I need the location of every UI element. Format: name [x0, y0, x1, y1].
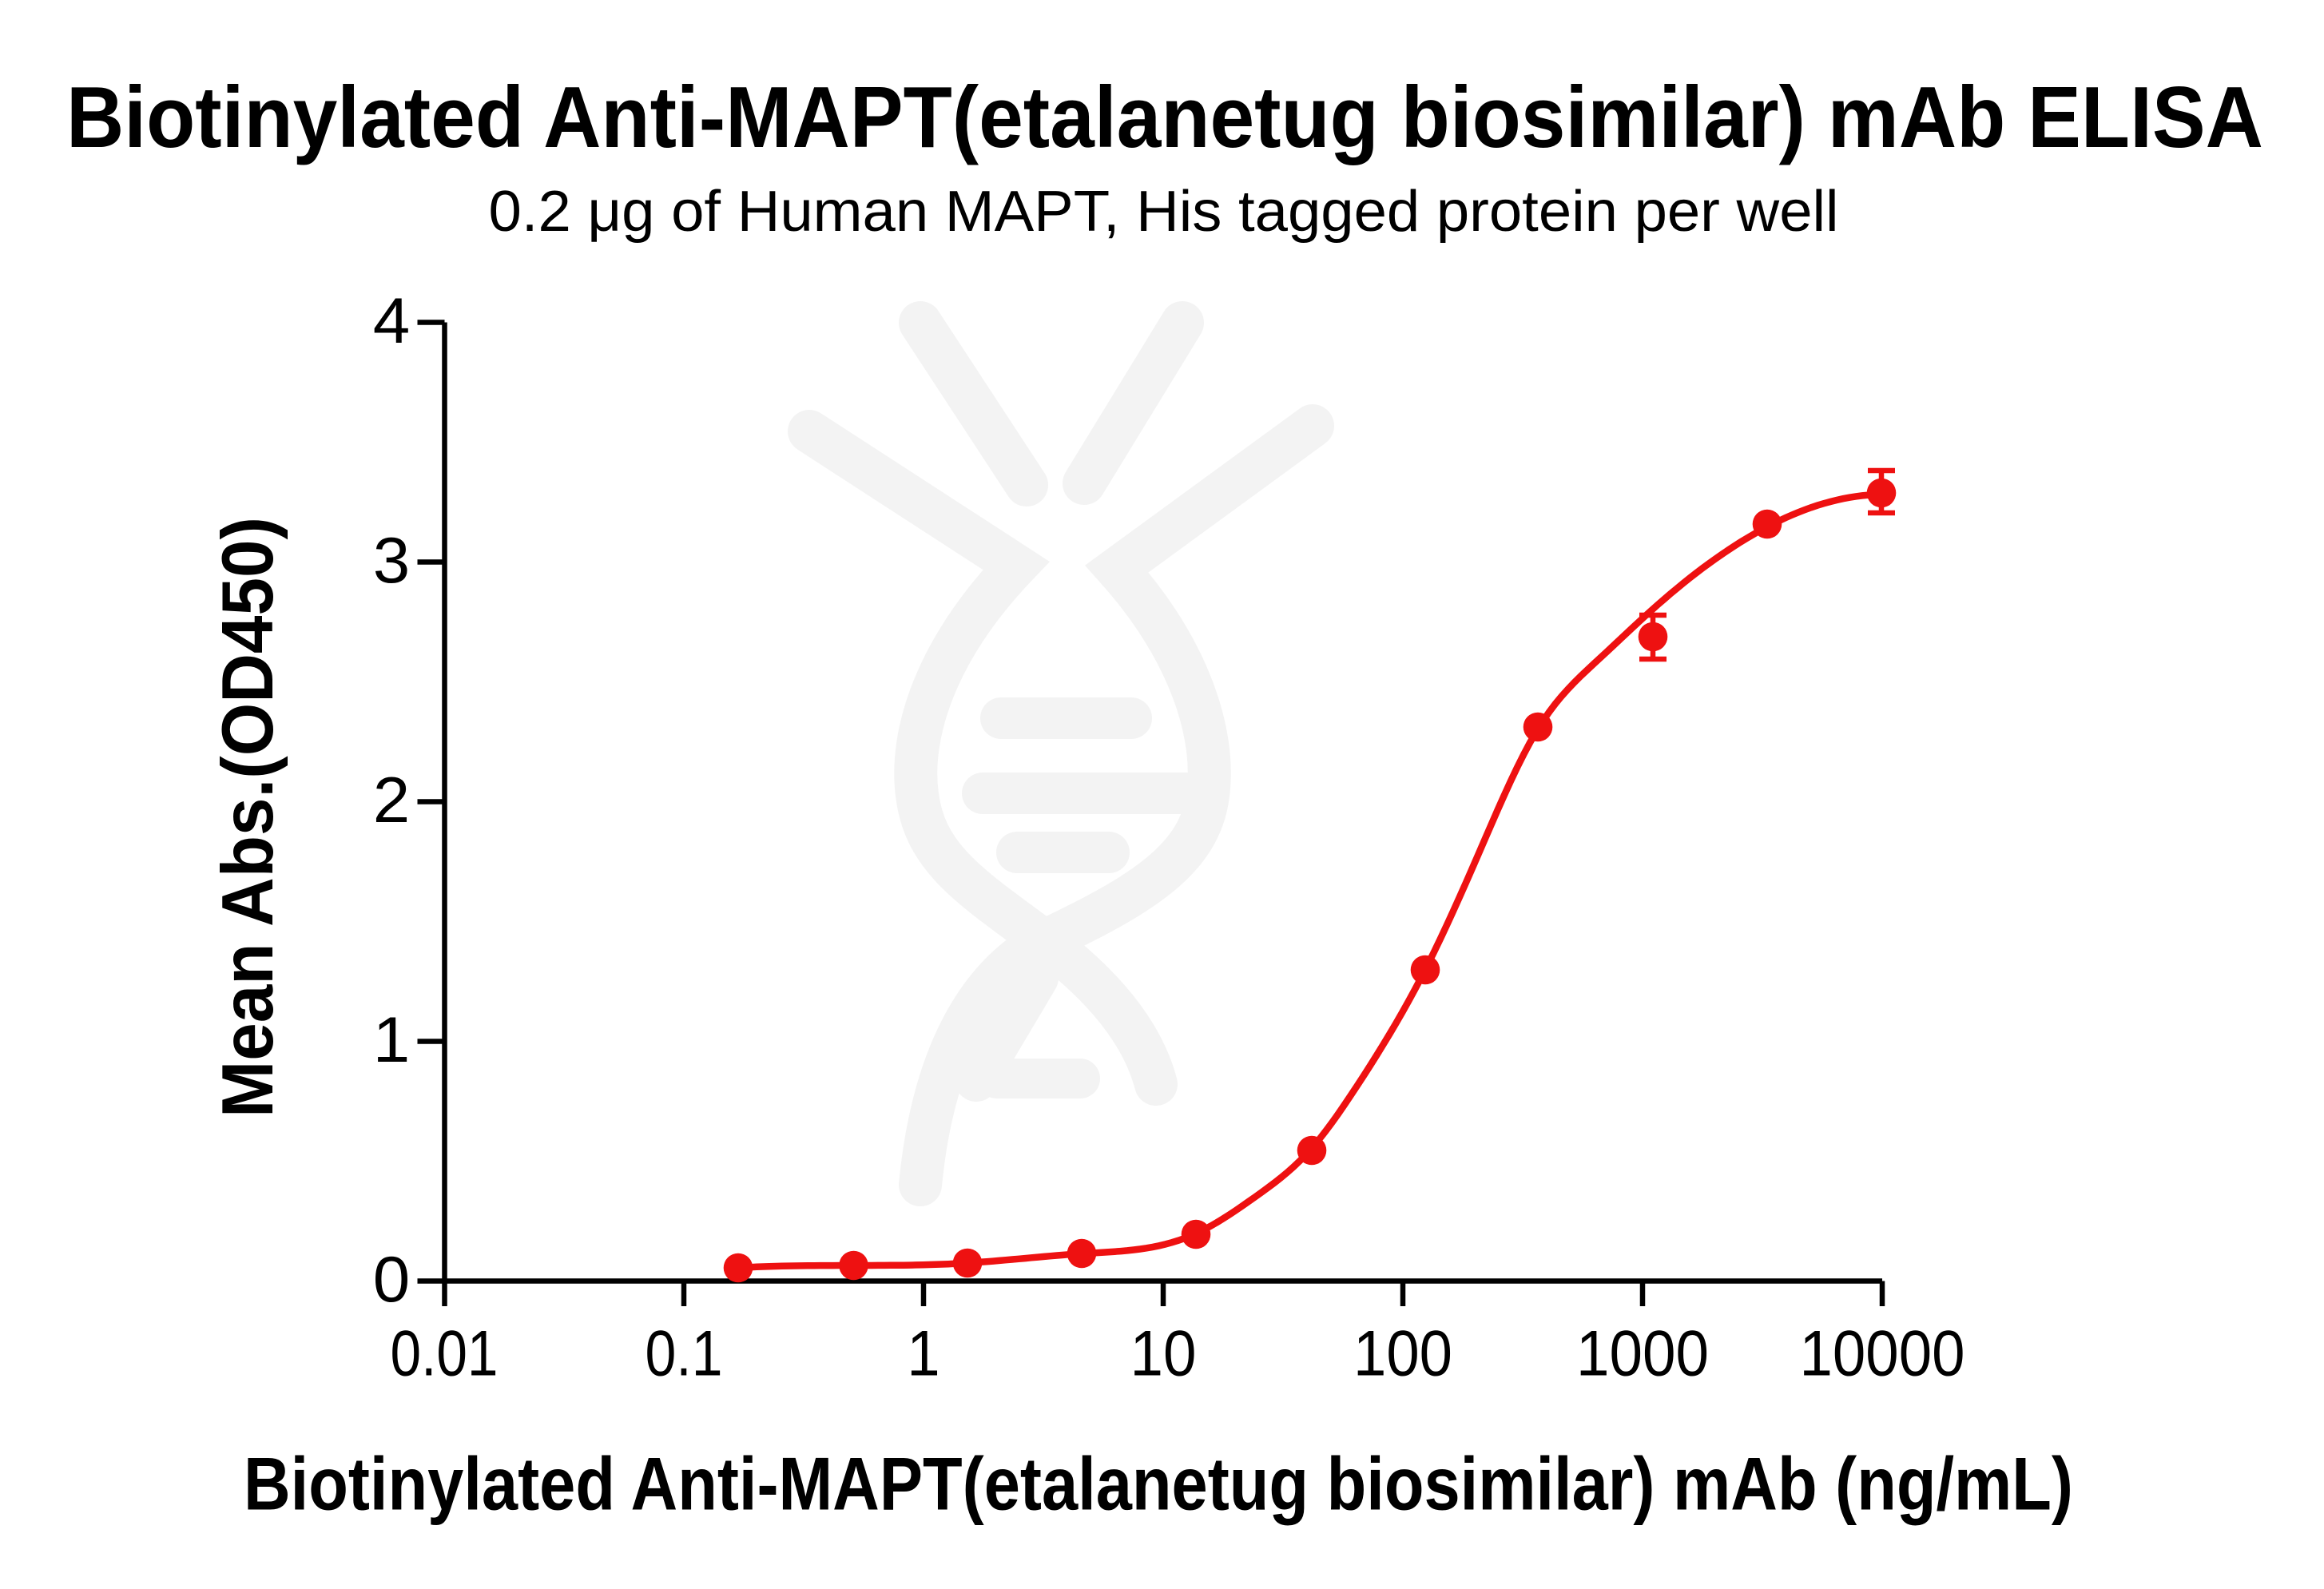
svg-text:0.1: 0.1	[646, 1318, 723, 1390]
svg-text:100: 100	[1353, 1318, 1452, 1390]
svg-text:Biotinylated Anti-MAPT(etalane: Biotinylated Anti-MAPT(etalanetug biosim…	[66, 69, 2263, 166]
svg-text:10000: 10000	[1800, 1318, 1965, 1390]
svg-text:1: 1	[373, 1004, 411, 1076]
svg-text:4: 4	[373, 285, 411, 357]
svg-text:10: 10	[1130, 1318, 1197, 1390]
svg-text:1000: 1000	[1576, 1318, 1709, 1390]
svg-text:3: 3	[373, 525, 411, 597]
svg-text:0.01: 0.01	[391, 1318, 499, 1390]
svg-text:2: 2	[373, 765, 411, 836]
svg-text:1: 1	[907, 1318, 940, 1390]
svg-text:Mean Abs.(OD450): Mean Abs.(OD450)	[208, 517, 288, 1118]
svg-text:0.2 μg of Human MAPT, His tagg: 0.2 μg of Human MAPT, His tagged protein…	[489, 180, 1839, 244]
svg-text:0: 0	[373, 1244, 411, 1316]
svg-text:Biotinylated Anti-MAPT(etalane: Biotinylated Anti-MAPT(etalanetug biosim…	[244, 1442, 2073, 1526]
